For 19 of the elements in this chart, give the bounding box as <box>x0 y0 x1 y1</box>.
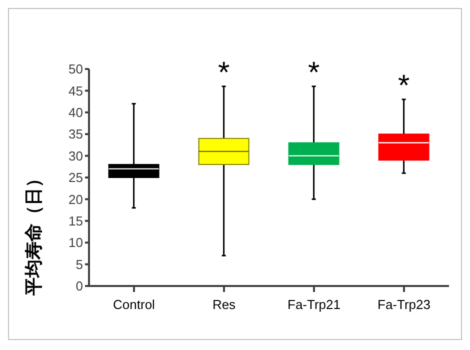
y-tick-label: 40 <box>68 105 83 120</box>
annotation: * <box>218 56 230 90</box>
y-tick-label: 50 <box>68 62 83 77</box>
y-tick-label: 35 <box>68 126 83 142</box>
x-tick-label: Fa-Trp23 <box>378 297 430 312</box>
y-tick-label: 30 <box>68 148 83 164</box>
y-tick-label: 25 <box>68 170 83 186</box>
y-tick-label: 5 <box>76 256 83 272</box>
y-tick-label: 0 <box>76 278 83 294</box>
annotation: * <box>398 69 410 102</box>
y-tick-label: 15 <box>68 214 83 229</box>
x-tick-label: Fa-Trp21 <box>288 297 340 312</box>
annotation: * <box>308 56 320 90</box>
x-tick-label: Res <box>212 297 236 312</box>
x-tick-label: Control <box>113 297 156 312</box>
y-axis-title: 平均寿命（日） <box>23 170 44 296</box>
y-tick-label: 45 <box>68 83 83 98</box>
y-tick-label: 10 <box>68 235 83 250</box>
y-tick-label: 20 <box>68 192 83 207</box>
